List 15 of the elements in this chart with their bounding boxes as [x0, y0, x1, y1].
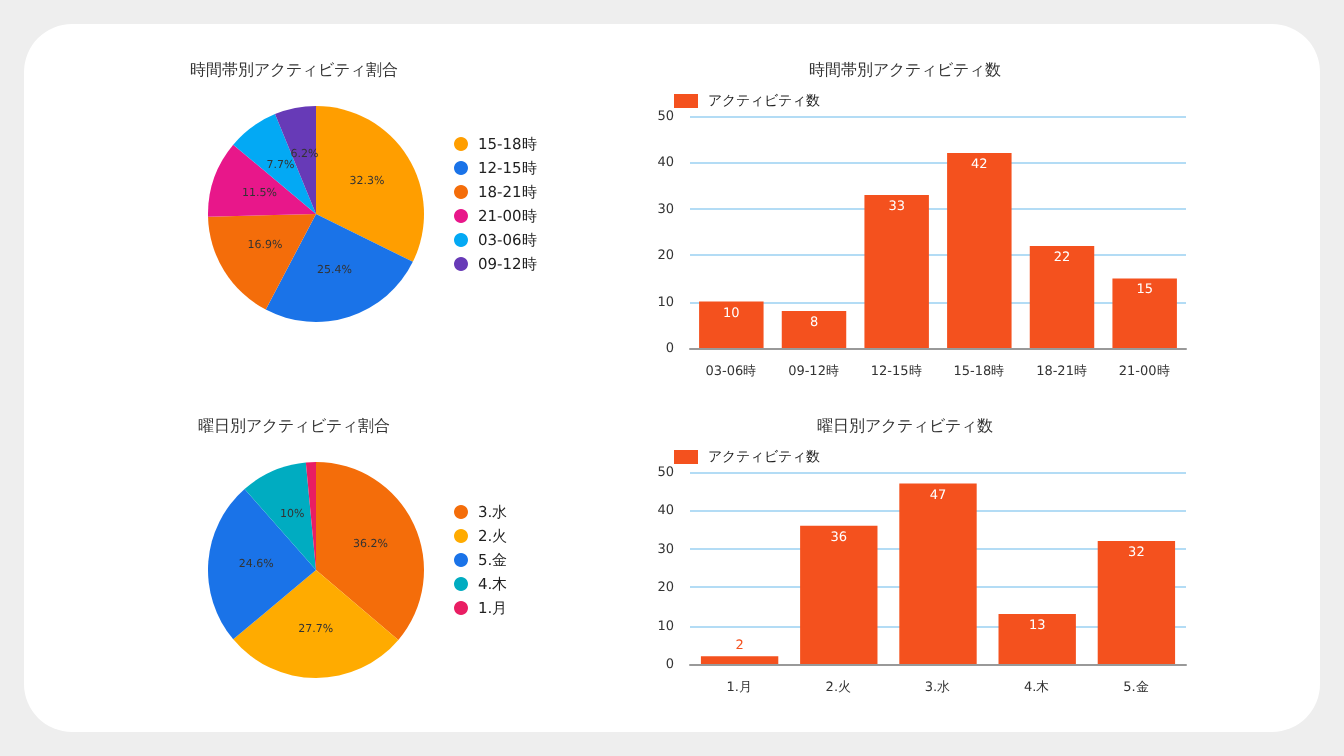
chart-title: 曜日別アクティビティ数: [817, 417, 993, 435]
bar: [899, 483, 977, 664]
chart-title: 曜日別アクティビティ割合: [198, 417, 390, 435]
bar: [998, 614, 1076, 664]
bar: [699, 301, 764, 348]
chart-title: 時間帯別アクティビティ数: [809, 61, 1001, 79]
bar: [864, 194, 929, 348]
chart-title: 時間帯別アクティビティ割合: [190, 61, 398, 79]
bar: [1097, 541, 1176, 664]
bar: [800, 525, 878, 664]
bar: [1112, 278, 1177, 348]
bar: [700, 656, 779, 664]
bar: [1029, 245, 1095, 348]
bar: [781, 310, 847, 348]
bar: [947, 153, 1012, 348]
